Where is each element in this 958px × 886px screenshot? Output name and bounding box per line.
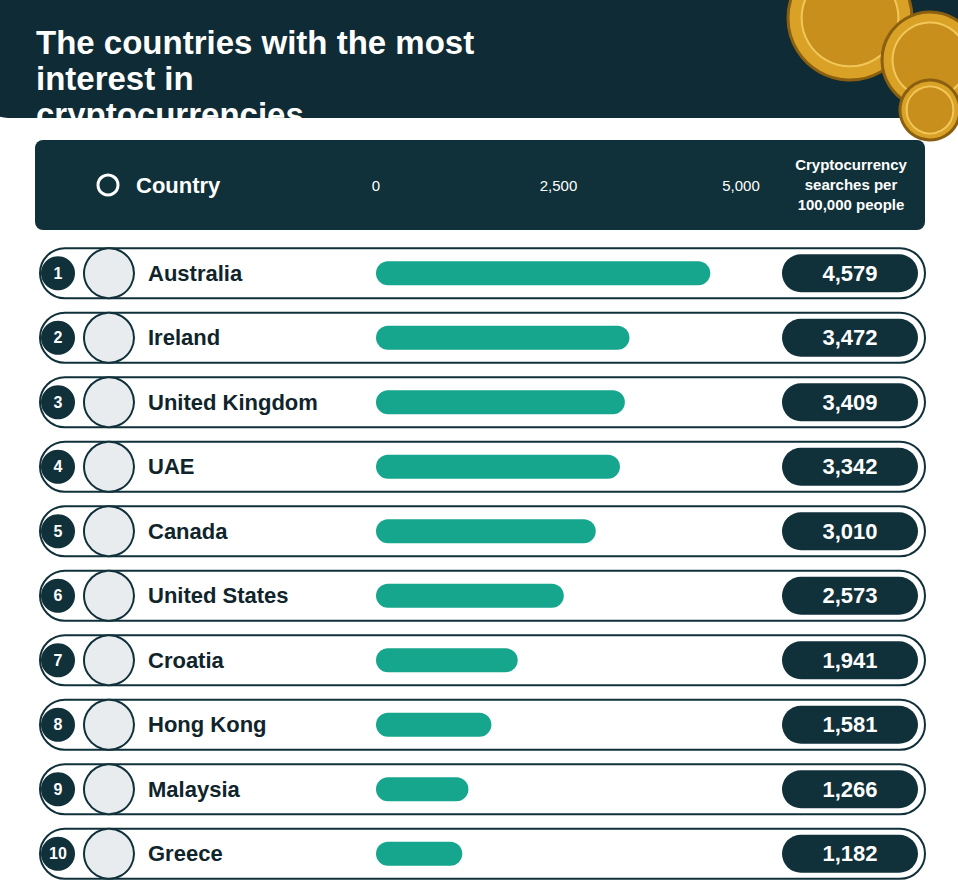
svg-text:UAE: UAE [148,454,194,479]
svg-text:searches per: searches per [805,176,898,193]
svg-text:interest in: interest in [36,60,194,97]
svg-text:4,579: 4,579 [822,261,877,286]
svg-text:4: 4 [54,458,63,475]
svg-text:Canada: Canada [148,519,228,544]
svg-text:1,266: 1,266 [822,777,877,802]
svg-text:Cryptocurrency: Cryptocurrency [795,156,907,173]
svg-text:2: 2 [54,329,63,346]
svg-text:Croatia: Croatia [148,648,225,673]
svg-text:3,409: 3,409 [822,390,877,415]
svg-text:10: 10 [49,845,67,862]
svg-text:100,000 people: 100,000 people [798,196,905,213]
svg-text:Country: Country [136,173,221,198]
svg-text:Greece: Greece [148,841,223,866]
svg-text:8: 8 [54,716,63,733]
svg-text:5,000: 5,000 [722,177,760,194]
svg-text:3,010: 3,010 [822,519,877,544]
svg-text:1: 1 [54,265,63,282]
svg-text:United Kingdom: United Kingdom [148,390,318,415]
svg-text:2,500: 2,500 [540,177,578,194]
svg-text:cryptocurrencies: cryptocurrencies [36,96,304,133]
svg-text:9: 9 [54,781,63,798]
svg-text:6: 6 [54,587,63,604]
svg-text:Malaysia: Malaysia [148,777,240,802]
svg-text:1,941: 1,941 [822,648,877,673]
svg-text:7: 7 [54,652,63,669]
svg-text:3: 3 [54,394,63,411]
svg-text:0: 0 [372,177,380,194]
svg-text:3,472: 3,472 [822,325,877,350]
svg-text:United States: United States [148,583,289,608]
svg-text:The countries with the most: The countries with the most [36,24,474,61]
svg-text:2,573: 2,573 [822,583,877,608]
svg-text:Australia: Australia [148,261,243,286]
svg-text:Hong Kong: Hong Kong [148,712,267,737]
svg-text:1,581: 1,581 [822,712,877,737]
svg-text:Ireland: Ireland [148,325,220,350]
svg-text:1,182: 1,182 [822,841,877,866]
svg-text:3,342: 3,342 [822,454,877,479]
svg-text:5: 5 [54,523,63,540]
